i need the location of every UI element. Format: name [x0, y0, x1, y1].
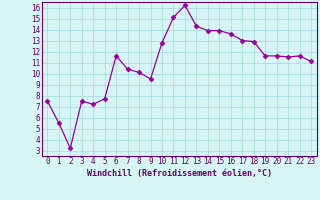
X-axis label: Windchill (Refroidissement éolien,°C): Windchill (Refroidissement éolien,°C) — [87, 169, 272, 178]
